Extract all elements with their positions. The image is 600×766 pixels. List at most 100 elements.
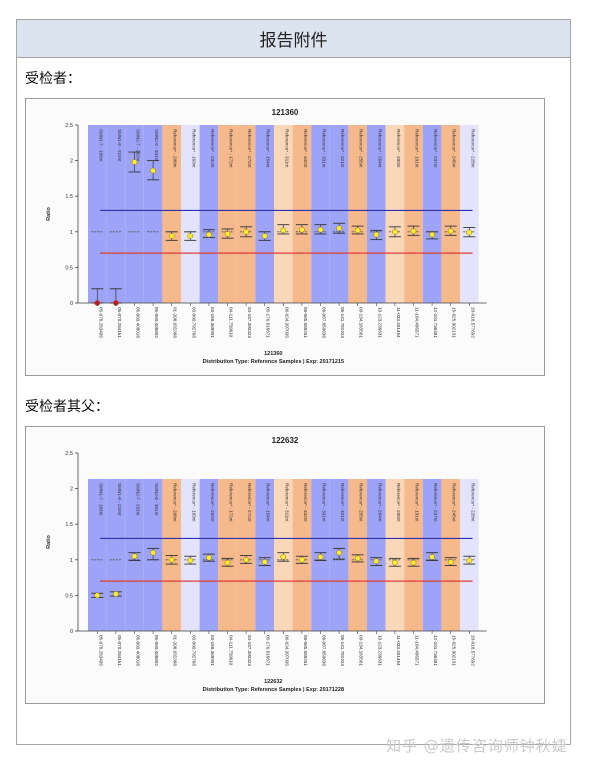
ratio-point	[429, 554, 435, 560]
ratio-point	[113, 591, 119, 597]
x-tick-label: 06-024.397035	[284, 635, 289, 666]
ratio-point	[447, 228, 454, 234]
x-tick-label: 06-141.781923	[340, 307, 345, 338]
ratio-point	[429, 231, 435, 238]
x-axis-label: 122632	[264, 679, 282, 685]
probe-label: SMN1-8 - 219nt	[117, 483, 122, 516]
probe-label: Reference* - 163nt	[191, 483, 196, 522]
probe-band	[441, 125, 460, 303]
x-tick-label: 20-018.577692	[470, 307, 475, 338]
x-tick-label: 06-067.650836	[322, 635, 327, 666]
probe-band	[181, 125, 200, 303]
x-tick-label: 09-134.163561	[359, 635, 364, 666]
probe-band	[143, 125, 163, 303]
report-attachment-document: 报告附件 受检者： 121360 SMN1-7 - 183nt SMN1-8 - 2…	[16, 19, 571, 745]
probe-band	[162, 479, 181, 631]
probe-label: Reference* - 264nt	[377, 483, 382, 522]
probe-label: SMN2-8 - 301nt	[154, 129, 159, 162]
x-tick-label: 04-187.390323	[247, 635, 252, 666]
chart-subtitle: Distribution Type: Reference Samples | E…	[203, 359, 344, 365]
probe-label: Reference* - 237nt	[433, 129, 438, 168]
probe-label: Reference* - 228nt	[470, 483, 475, 522]
ratio-point	[187, 233, 194, 239]
x-tick-label: 05-176.616671	[266, 307, 271, 338]
y-tick-label: 2.5	[65, 123, 73, 129]
probe-label: SMN1-8 - 219nt	[117, 129, 122, 162]
x-tick-label: 05-070.284161	[117, 635, 122, 666]
probe-band	[422, 125, 442, 303]
probe-label: Reference* - 163nt	[191, 129, 196, 168]
document-title: 报告附件	[17, 20, 570, 58]
ratio-point	[447, 559, 454, 565]
probe-band	[255, 479, 274, 631]
x-tick-label: 05-069.408016	[136, 635, 141, 666]
probe-label: SMN1-7 - 183nt	[98, 129, 103, 162]
probe-label: Reference* - 245nt	[452, 483, 457, 522]
probe-band	[218, 125, 237, 303]
ratio-point	[243, 228, 249, 235]
x-tick-label: 03-060.792768	[191, 635, 196, 666]
probe-label: Reference* - 292nt	[210, 129, 215, 168]
probe-band	[348, 125, 367, 303]
y-axis-label: Ratio	[46, 206, 52, 220]
y-tick-label: 0.5	[65, 593, 73, 599]
ratio-point	[373, 231, 380, 238]
ratio-point	[336, 549, 342, 556]
probe-band	[367, 125, 386, 303]
ratio-point	[150, 167, 156, 174]
probe-band	[255, 125, 274, 303]
probe-band	[125, 125, 144, 303]
y-tick-label: 2	[70, 487, 73, 493]
probe-label: Reference* - 255nt	[359, 129, 364, 168]
x-tick-label: 03-158.368991	[210, 635, 215, 666]
watermark: 知乎 @遗传咨询师钟秋婕	[386, 737, 568, 755]
chart-title: 121360	[272, 108, 299, 117]
probe-label: Reference* - 208nt	[173, 483, 178, 522]
x-tick-label: 01-208.032366	[173, 635, 178, 666]
ratio-point	[466, 229, 473, 236]
probe-band	[404, 479, 423, 631]
probe-label: Reference* - 321nt	[340, 129, 345, 168]
ratio-point	[410, 228, 417, 234]
probe-label: Reference* - 272nt	[247, 483, 252, 522]
y-tick-label: 0	[70, 301, 73, 307]
ratio-point	[94, 592, 101, 599]
probe-band	[292, 479, 312, 631]
ratio-point	[373, 558, 380, 565]
ratio-point	[224, 231, 231, 237]
probe-band	[106, 125, 126, 303]
probe-label: Reference* - 200nt	[396, 483, 401, 522]
x-tick-label: 11-104.406371	[415, 635, 420, 666]
probe-band	[236, 479, 256, 631]
x-axis-label: 121360	[264, 351, 282, 357]
y-tick-label: 2	[70, 159, 73, 165]
probe-band	[367, 479, 386, 631]
mlpa-chart-father: 122632 SMN1-7 - 183nt SMN1-8 - 219nt SMN2-7…	[25, 426, 545, 704]
probe-label: Reference* - 255nt	[359, 483, 364, 522]
probe-band	[329, 125, 349, 303]
probe-label: Reference* - 342nt	[303, 483, 308, 522]
probe-band	[218, 479, 237, 631]
probe-band	[292, 125, 312, 303]
probe-band	[181, 479, 200, 631]
y-tick-label: 0.5	[65, 265, 73, 271]
ratio-point	[336, 225, 342, 232]
x-tick-label: 05-070.283495	[98, 307, 103, 338]
probe-label: Reference* - 154nt	[266, 483, 271, 522]
x-tick-label: 03-158.368991	[210, 307, 215, 338]
probe-band	[311, 125, 330, 303]
probe-label: Reference* - 191nt	[415, 129, 420, 168]
probe-label: Reference* - 264nt	[377, 129, 382, 168]
probe-label: Reference* - 321nt	[340, 483, 345, 522]
x-tick-label: 05-069.408802	[154, 307, 159, 338]
ratio-point	[243, 556, 249, 563]
ratio-point	[168, 556, 175, 563]
x-tick-label: 15-025.902131	[452, 635, 457, 666]
x-tick-label: 11-104.406371	[415, 307, 420, 338]
x-tick-label: 20-018.577692	[470, 635, 475, 666]
ratio-point	[206, 554, 212, 561]
probe-label: Reference* - 172nt	[229, 483, 234, 522]
probe-label: SMN2-7 - 263nt	[136, 129, 141, 162]
ratio-point	[224, 559, 231, 566]
x-tick-label: 04-111.759610	[229, 307, 234, 338]
